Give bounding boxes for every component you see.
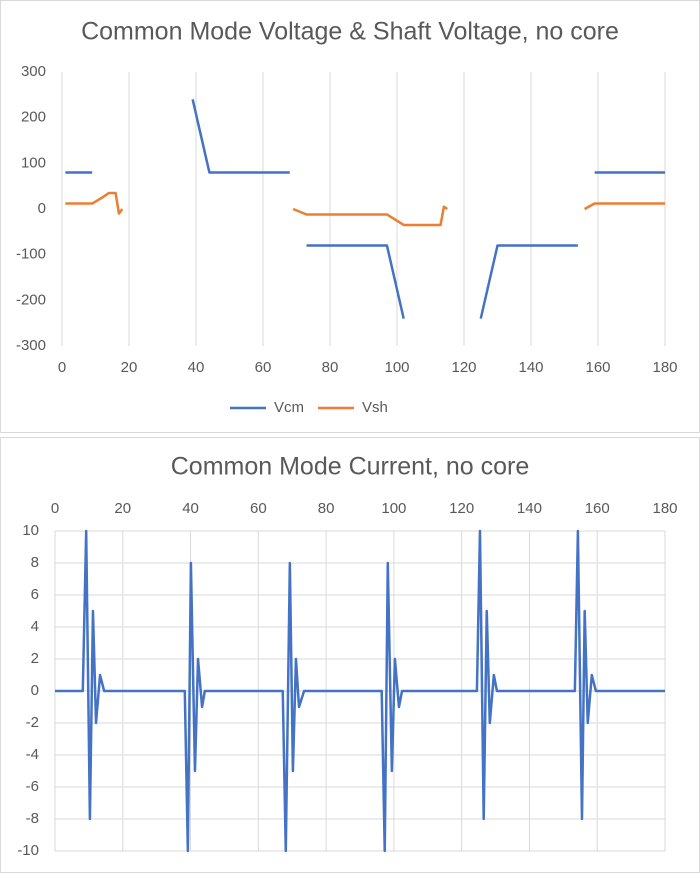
x-tick-label: 180 xyxy=(652,359,677,376)
y-tick-label: 200 xyxy=(21,109,46,126)
y-tick-label: -4 xyxy=(26,746,39,763)
x-tick-label: 60 xyxy=(250,500,267,517)
data-line xyxy=(65,191,665,227)
x-tick-label: 40 xyxy=(182,500,199,517)
y-tick-label: -200 xyxy=(16,291,46,308)
y-tick-label: 4 xyxy=(31,618,39,635)
data-line xyxy=(55,529,665,853)
x-tick-label: 100 xyxy=(381,500,406,517)
y-tick-label: 100 xyxy=(21,154,46,171)
y-tick-label: 10 xyxy=(22,522,39,539)
y-tick-label: -100 xyxy=(16,246,46,263)
y-tick-label: -10 xyxy=(17,842,39,859)
x-tick-label: 60 xyxy=(255,359,272,376)
x-tick-label: 20 xyxy=(121,359,138,376)
y-tick-label: 8 xyxy=(31,554,39,571)
chart-title: Common Mode Current, no core xyxy=(171,453,529,481)
x-tick-label: 0 xyxy=(58,359,66,376)
x-tick-label: 20 xyxy=(114,500,131,517)
legend-label: Vsh xyxy=(362,399,388,416)
y-tick-label: 300 xyxy=(21,63,46,80)
x-tick-label: 160 xyxy=(585,500,610,517)
y-tick-label: 6 xyxy=(31,586,39,603)
y-tick-label: -6 xyxy=(26,778,39,795)
x-tick-label: 180 xyxy=(652,500,677,517)
x-tick-label: 0 xyxy=(51,500,59,517)
y-tick-label: 0 xyxy=(31,682,39,699)
x-tick-label: 140 xyxy=(518,359,543,376)
x-tick-label: 100 xyxy=(384,359,409,376)
chart-frame xyxy=(0,0,700,433)
x-tick-label: 160 xyxy=(585,359,610,376)
x-tick-label: 120 xyxy=(449,500,474,517)
x-tick-label: 80 xyxy=(322,359,339,376)
x-tick-label: 140 xyxy=(517,500,542,517)
y-tick-label: -300 xyxy=(16,337,46,354)
y-tick-label: 2 xyxy=(31,650,39,667)
y-tick-label: 0 xyxy=(38,200,46,217)
data-line xyxy=(65,99,665,319)
chart-title: Common Mode Voltage & Shaft Voltage, no … xyxy=(81,18,619,46)
x-tick-label: 80 xyxy=(318,500,335,517)
x-tick-label: 120 xyxy=(451,359,476,376)
y-tick-label: -8 xyxy=(26,810,39,827)
y-tick-label: -2 xyxy=(26,714,39,731)
x-tick-label: 40 xyxy=(188,359,205,376)
legend-label: Vcm xyxy=(274,399,304,416)
